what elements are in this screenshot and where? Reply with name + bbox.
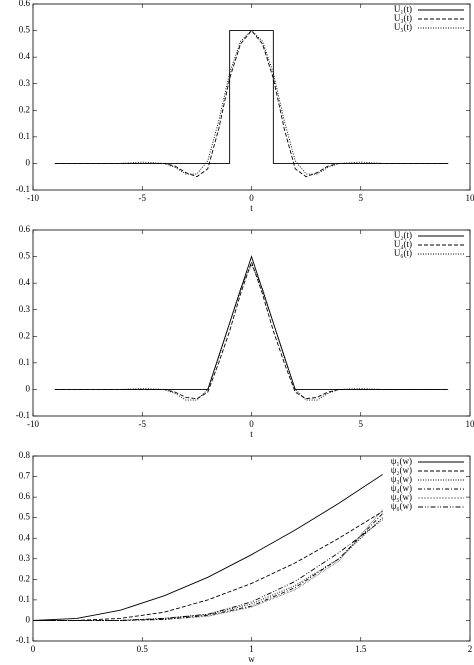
series-line: [33, 517, 383, 621]
legend-label: U₆(t): [394, 248, 412, 258]
y-tick-label: 0: [26, 383, 31, 393]
y-tick-label: 0.6: [19, 491, 31, 501]
legend-label: U₁(t): [394, 4, 412, 14]
x-tick-label: 10: [466, 419, 474, 429]
legend-label: ψ₁(w): [391, 456, 412, 466]
x-tick-label: -5: [139, 193, 147, 203]
x-tick-label: 1.5: [355, 644, 367, 654]
x-tick-label: 0: [249, 193, 254, 203]
y-tick-label: 0.4: [19, 532, 31, 542]
y-tick-label: 0.2: [19, 330, 30, 340]
y-tick-label: 0.5: [19, 512, 31, 522]
y-tick-label: 0.6: [19, 0, 31, 8]
series-line: [33, 511, 383, 621]
y-tick-label: 0: [26, 615, 31, 625]
x-tick-label: 2: [468, 644, 473, 654]
y-tick-label: 0.3: [19, 78, 31, 88]
x-tick-label: 1: [249, 644, 254, 654]
y-tick-label: 0.5: [19, 251, 31, 261]
legend-label: U₄(t): [394, 239, 412, 249]
series-line: [54, 260, 449, 400]
series-line: [54, 30, 449, 164]
x-axis-label: t: [250, 429, 253, 439]
y-tick-label: 0.4: [19, 51, 31, 61]
series-line: [54, 255, 449, 390]
legend-label: U₂(t): [394, 230, 412, 240]
x-tick-label: 5: [359, 419, 364, 429]
x-tick-label: 0.5: [137, 644, 149, 654]
legend-label: ψ₆(w): [391, 501, 412, 511]
y-tick-label: 0.1: [19, 594, 30, 604]
y-tick-label: 0.1: [19, 357, 30, 367]
y-tick-label: 0: [26, 157, 31, 167]
x-tick-label: 0: [249, 419, 254, 429]
legend-label: ψ₅(w): [391, 492, 412, 502]
series-line: [33, 513, 383, 621]
x-tick-label: -10: [27, 419, 39, 429]
x-tick-label: -10: [27, 193, 39, 203]
y-tick-label: -0.1: [16, 410, 30, 420]
y-tick-label: 0.5: [19, 25, 31, 35]
series-line: [120, 263, 438, 401]
y-tick-label: 0.2: [19, 573, 30, 583]
legend-label: ψ₃(w): [391, 474, 412, 484]
y-tick-label: 0.8: [19, 450, 31, 460]
y-tick-label: 0.1: [19, 131, 30, 141]
y-tick-label: 0.4: [19, 277, 31, 287]
legend-label: ψ₂(w): [391, 465, 412, 475]
series-line: [33, 519, 383, 621]
legend-label: U₃(t): [394, 13, 412, 23]
y-tick-label: 0.2: [19, 104, 30, 114]
y-tick-label: 0.6: [19, 224, 31, 234]
series-line: [33, 509, 383, 621]
x-tick-label: 10: [466, 193, 474, 203]
legend-label: ψ₄(w): [391, 483, 412, 493]
x-tick-label: 0: [31, 644, 36, 654]
series-line: [32, 474, 383, 621]
y-tick-label: -0.1: [16, 635, 30, 645]
x-axis-label: w: [248, 654, 255, 664]
legend-label: U₅(t): [394, 22, 412, 32]
y-tick-label: 0.3: [19, 304, 31, 314]
y-tick-label: 0.3: [19, 553, 31, 563]
series-line: [120, 29, 383, 175]
x-axis-label: t: [250, 203, 253, 213]
x-tick-label: -5: [139, 419, 147, 429]
x-tick-label: 5: [359, 193, 364, 203]
series-line: [54, 29, 449, 178]
y-tick-label: -0.1: [16, 184, 30, 194]
y-tick-label: 0.7: [19, 471, 31, 481]
